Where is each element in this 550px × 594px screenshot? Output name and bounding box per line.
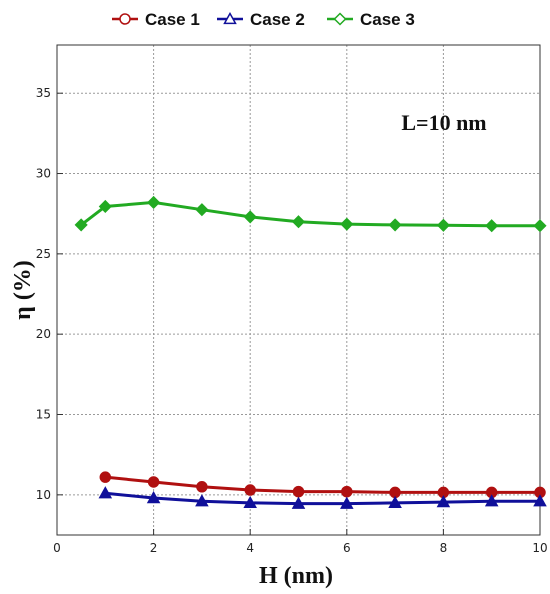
plot-frame — [56, 44, 541, 536]
series-group — [74, 195, 547, 509]
series-2 — [98, 486, 547, 509]
data-point — [99, 471, 112, 483]
data-point — [388, 495, 402, 509]
data-point — [243, 210, 257, 224]
data-point — [340, 217, 354, 231]
data-point — [243, 495, 257, 509]
y-tick-label: 30 — [36, 167, 51, 181]
data-point — [195, 203, 209, 217]
x-axis-ticks: 0 2 4 6 8 10 — [53, 529, 548, 555]
x-tick-label: 2 — [150, 541, 158, 555]
data-point — [436, 218, 450, 232]
y-tick-label: 25 — [36, 247, 51, 261]
series-line — [105, 491, 540, 506]
legend-marker — [119, 13, 131, 25]
data-point — [291, 215, 306, 229]
data-point — [436, 495, 451, 508]
data-point — [292, 485, 305, 498]
legend-label: Case 1 — [145, 10, 200, 29]
series-1 — [99, 471, 546, 499]
legend-label: Case 2 — [250, 10, 305, 29]
data-point — [146, 491, 161, 504]
data-point — [340, 496, 354, 509]
data-point — [341, 485, 353, 498]
data-point — [291, 496, 306, 509]
data-point — [485, 219, 499, 233]
data-point — [196, 481, 208, 493]
data-point — [147, 195, 161, 210]
legend-marker — [223, 11, 237, 25]
data-point — [74, 218, 88, 232]
x-tick-label: 6 — [343, 541, 351, 555]
data-point — [244, 484, 256, 496]
series-line — [80, 200, 540, 228]
data-point — [147, 476, 160, 488]
x-tick-label: 4 — [246, 541, 254, 555]
y-axis-ticks: 10 15 20 25 30 35 — [36, 86, 63, 502]
legend-entry-1: Case 1 — [112, 10, 200, 29]
series-3 — [74, 195, 547, 233]
x-tick-label: 10 — [532, 541, 547, 555]
series-line — [105, 475, 540, 494]
legend: Case 1 Case 2 Case 3 — [112, 10, 415, 29]
legend-label: Case 3 — [360, 10, 415, 29]
data-point — [98, 486, 113, 499]
annotation-label: L=10 nm — [401, 110, 486, 135]
data-point — [484, 494, 499, 507]
legend-entry-3: Case 3 — [327, 10, 415, 29]
y-tick-label: 35 — [36, 86, 51, 100]
data-point — [533, 219, 547, 233]
y-tick-label: 15 — [36, 408, 51, 422]
data-point — [195, 494, 209, 507]
data-point — [98, 199, 112, 214]
x-tick-label: 8 — [440, 541, 448, 555]
legend-marker — [333, 12, 347, 26]
y-axis-title: η (%) — [10, 260, 36, 320]
x-axis-title: H (nm) — [259, 563, 333, 589]
y-tick-label: 20 — [36, 327, 51, 341]
x-tick-label: 0 — [53, 541, 61, 555]
legend-entry-2: Case 2 — [217, 10, 305, 29]
data-point — [388, 218, 402, 232]
data-point — [533, 494, 547, 507]
y-tick-label: 10 — [36, 488, 51, 502]
